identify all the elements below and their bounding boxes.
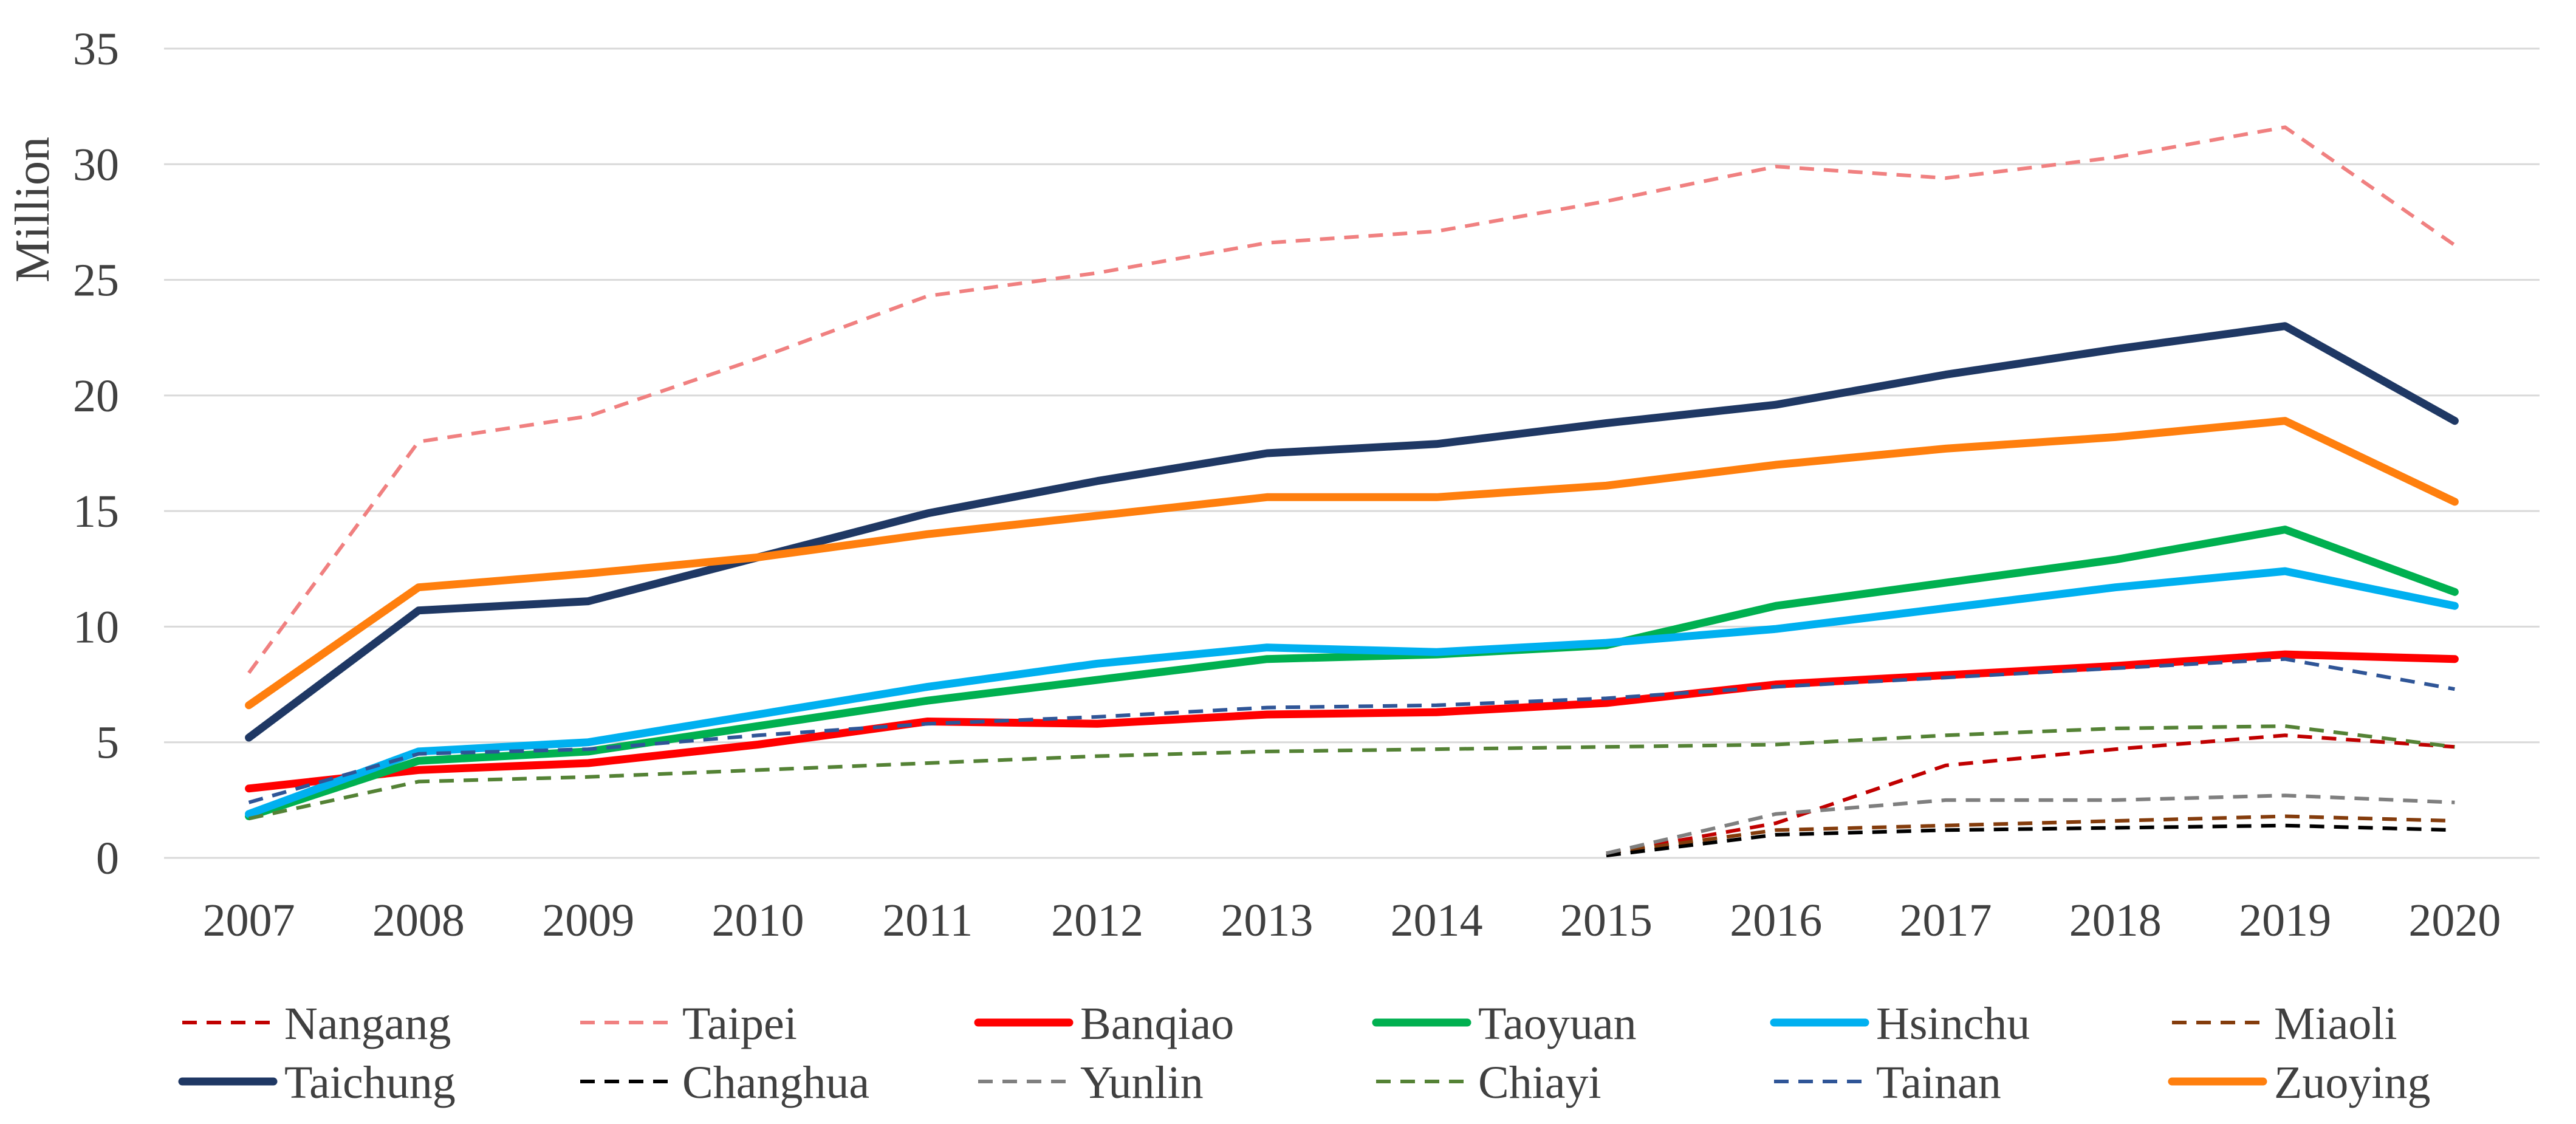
series-line-banqiao (245, 650, 2459, 793)
x-tick-label: 2010 (712, 895, 804, 946)
y-axis-ticks: 0 5 10 15 20 25 30 35 (73, 24, 119, 884)
series-line-hsinchu (245, 567, 2459, 818)
x-tick-label: 2018 (2069, 895, 2162, 946)
x-tick-label: 2012 (1051, 895, 1143, 946)
legend-label-zuoying: Zuoying (2274, 1057, 2431, 1108)
series-line-changhua (1606, 823, 2455, 858)
series-line-taichung (245, 322, 2459, 742)
legend-label-yunlin: Yunlin (1080, 1057, 1204, 1108)
series-line-chiayi (248, 724, 2455, 821)
legend-label-banqiao: Banqiao (1080, 998, 1234, 1049)
x-tick-label: 2017 (1900, 895, 1992, 946)
y-tick-label: 5 (96, 718, 119, 769)
x-tick-label: 2015 (1560, 895, 1653, 946)
x-axis-ticks: 2007 2008 2009 2010 2011 2012 2013 2014 2015 2016… (203, 895, 2501, 946)
x-tick-label: 2014 (1391, 895, 1483, 946)
legend-label-nangang: Nangang (284, 998, 451, 1049)
x-tick-label: 2011 (882, 895, 973, 946)
legend-label-miaoli: Miaoli (2274, 998, 2397, 1049)
legend-label-taoyuan: Taoyuan (1478, 998, 1637, 1049)
y-tick-label: 30 (73, 139, 119, 190)
series-line-miaoli (1606, 814, 2455, 855)
legend-label-chiayi: Chiayi (1478, 1057, 1601, 1108)
x-tick-label: 2020 (2408, 895, 2501, 946)
series-line-yunlin (1606, 793, 2455, 855)
y-tick-label: 25 (73, 255, 119, 306)
series-line-zuoying (245, 417, 2459, 710)
x-tick-label: 2007 (203, 895, 295, 946)
x-tick-label: 2019 (2239, 895, 2331, 946)
y-tick-label: 15 (73, 486, 119, 537)
legend: Nangang Taipei Banqiao Taoyuan Hsinchu Miaoli… (178, 998, 2431, 1108)
x-tick-label: 2013 (1221, 895, 1313, 946)
legend-label-hsinchu: Hsinchu (1876, 998, 2030, 1049)
series-line-taipei (247, 125, 2456, 674)
x-tick-label: 2016 (1730, 895, 1822, 946)
y-tick-label: 0 (96, 833, 119, 884)
grid-lines (164, 47, 2540, 859)
series-lines (245, 125, 2459, 858)
x-tick-label: 2009 (542, 895, 634, 946)
legend-label-tainan: Tainan (1876, 1057, 2001, 1108)
x-tick-label: 2008 (372, 895, 465, 946)
series-line-tainan (248, 657, 2455, 804)
y-tick-label: 10 (73, 601, 119, 653)
y-tick-label: 35 (73, 24, 119, 75)
legend-label-changhua: Changhua (682, 1057, 869, 1108)
y-axis-title: Million (6, 137, 60, 283)
legend-label-taichung: Taichung (284, 1057, 456, 1108)
y-tick-label: 20 (73, 371, 119, 422)
legend-label-taipei: Taipei (682, 998, 797, 1049)
